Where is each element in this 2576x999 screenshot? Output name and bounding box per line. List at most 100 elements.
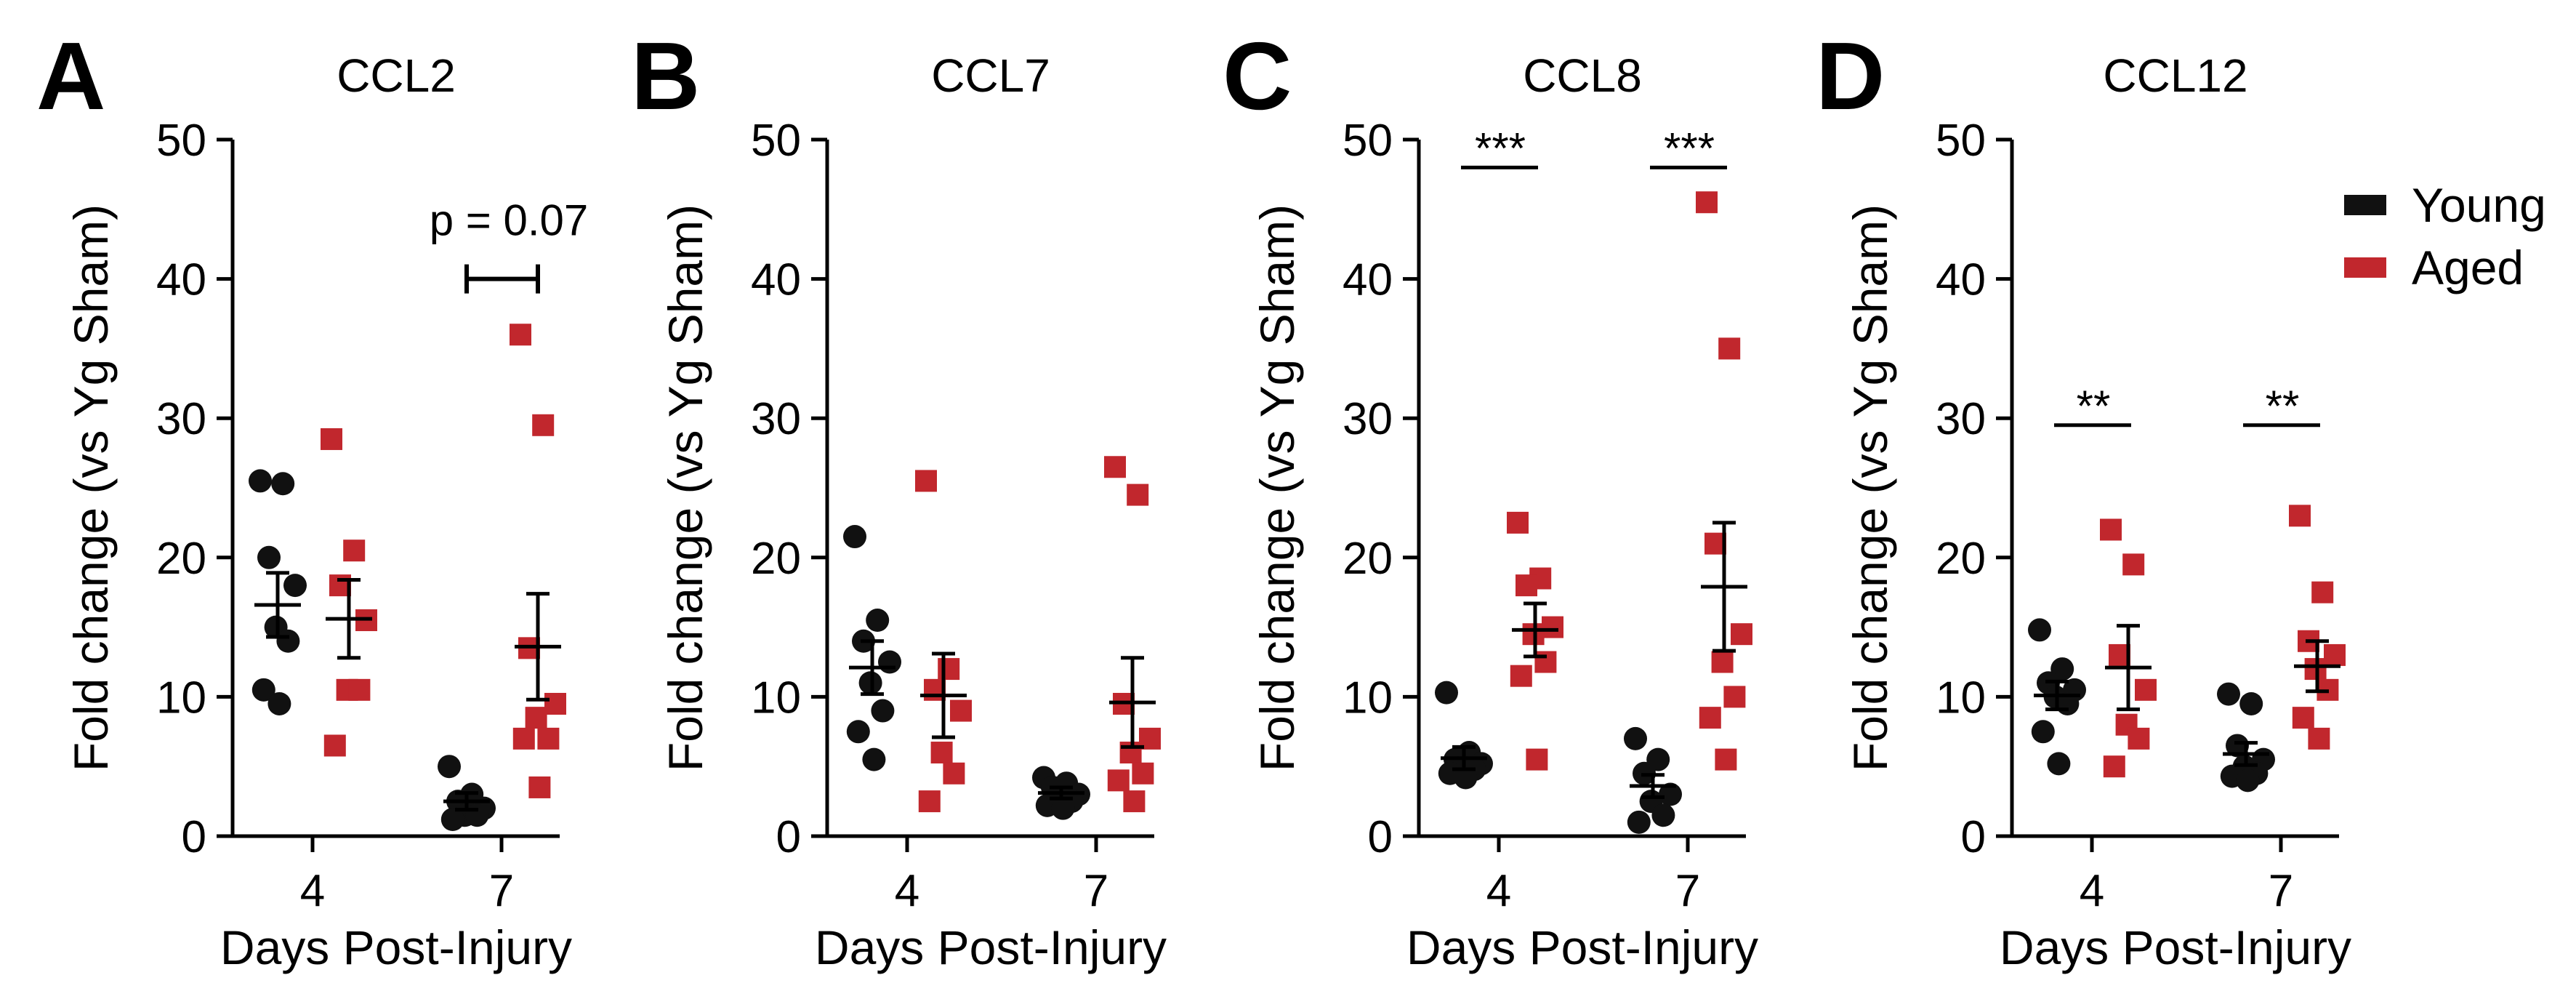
point-aged xyxy=(943,762,965,785)
y-tick-label: 30 xyxy=(1343,394,1393,444)
point-aged xyxy=(1132,762,1154,785)
point-aged xyxy=(2100,518,2122,541)
legend-label-young: Young xyxy=(2412,178,2546,232)
point-aged xyxy=(1107,769,1130,792)
point-young xyxy=(249,469,272,493)
point-young xyxy=(1627,810,1651,834)
point-aged xyxy=(544,692,566,715)
point-young xyxy=(1454,766,1478,790)
point-aged xyxy=(918,790,941,813)
significance-label: ** xyxy=(2077,382,2111,430)
x-tick-label: 4 xyxy=(300,866,325,916)
point-aged xyxy=(1534,651,1557,673)
point-aged xyxy=(930,742,953,764)
point-aged xyxy=(532,414,555,436)
point-aged xyxy=(1731,623,1752,646)
y-tick-label: 30 xyxy=(1936,394,1986,444)
y-tick-label: 40 xyxy=(751,255,801,305)
y-tick-label: 40 xyxy=(1936,255,1986,305)
panel-title: CCL12 xyxy=(2103,49,2247,102)
panel-letter: A xyxy=(36,23,105,129)
point-aged xyxy=(2289,505,2311,527)
y-tick-label: 50 xyxy=(751,116,801,166)
x-tick-label: 4 xyxy=(1486,866,1511,916)
point-aged xyxy=(2292,707,2314,729)
point-young xyxy=(267,691,291,715)
point-aged xyxy=(525,707,547,729)
point-aged xyxy=(2135,678,2157,701)
y-tick-label: 30 xyxy=(751,394,801,444)
y-tick-label: 0 xyxy=(776,812,801,862)
point-aged xyxy=(343,539,366,562)
point-young xyxy=(283,574,307,598)
x-tick-label: 4 xyxy=(895,866,919,916)
point-young xyxy=(1624,726,1647,750)
y-tick-label: 10 xyxy=(156,673,206,723)
point-aged xyxy=(512,727,535,750)
legend-swatch-young xyxy=(2344,195,2386,215)
point-young xyxy=(2047,752,2071,776)
point-young xyxy=(866,609,890,633)
point-aged xyxy=(1723,686,1746,708)
point-young xyxy=(1659,782,1682,806)
y-tick-label: 0 xyxy=(1961,812,1986,862)
x-tick-label: 7 xyxy=(1675,866,1700,916)
y-axis-label: Fold change (vs Yg Sham) xyxy=(1250,204,1304,771)
point-aged xyxy=(915,470,937,492)
point-aged xyxy=(1104,456,1126,478)
panel-title: CCL8 xyxy=(1523,49,1642,102)
point-aged xyxy=(1516,574,1537,597)
point-aged xyxy=(1542,616,1563,638)
x-axis-label: Days Post-Injury xyxy=(220,920,572,974)
point-aged xyxy=(2128,727,2150,750)
point-young xyxy=(846,720,870,744)
y-axis-label: Fold change (vs Yg Sham) xyxy=(659,204,712,771)
point-young xyxy=(2217,682,2240,706)
point-aged xyxy=(1526,748,1548,771)
significance-label: *** xyxy=(1664,124,1715,172)
point-aged xyxy=(1123,790,1146,813)
point-young xyxy=(2226,734,2249,758)
y-axis-label: Fold change (vs Yg Sham) xyxy=(1843,204,1897,771)
legend-swatch-aged xyxy=(2344,257,2386,278)
point-young xyxy=(862,747,886,771)
point-aged xyxy=(1696,191,1718,214)
point-aged xyxy=(1718,337,1741,360)
x-axis-label: Days Post-Injury xyxy=(815,920,1167,974)
y-tick-label: 20 xyxy=(156,534,206,584)
point-aged xyxy=(2324,643,2346,666)
point-young xyxy=(878,650,901,674)
point-aged xyxy=(537,727,560,750)
point-aged xyxy=(1507,511,1529,534)
point-young xyxy=(276,629,300,653)
panel-title: CCL7 xyxy=(931,49,1050,102)
y-tick-label: 10 xyxy=(751,673,801,723)
point-young xyxy=(438,755,461,779)
point-aged xyxy=(1127,484,1149,506)
point-young xyxy=(257,545,281,569)
point-young xyxy=(1435,681,1458,705)
point-aged xyxy=(348,678,371,701)
point-young xyxy=(2236,769,2260,793)
y-tick-label: 0 xyxy=(182,812,206,862)
point-young xyxy=(843,525,866,549)
y-tick-label: 10 xyxy=(1936,673,1986,723)
point-aged xyxy=(1510,665,1532,687)
x-axis-label: Days Post-Injury xyxy=(2000,920,2351,974)
y-tick-label: 20 xyxy=(1936,534,1986,584)
y-tick-label: 20 xyxy=(751,534,801,584)
y-tick-label: 30 xyxy=(156,394,206,444)
legend: Young Aged xyxy=(2344,178,2546,294)
point-aged xyxy=(950,699,972,722)
x-axis-label: Days Post-Injury xyxy=(1406,920,1758,974)
panel-letter: B xyxy=(631,23,700,129)
y-tick-label: 50 xyxy=(156,116,206,166)
point-aged xyxy=(2311,581,2334,603)
point-young xyxy=(2239,691,2263,715)
point-young xyxy=(465,803,489,827)
panel-letter: D xyxy=(1816,23,1885,129)
point-aged xyxy=(1711,651,1734,673)
